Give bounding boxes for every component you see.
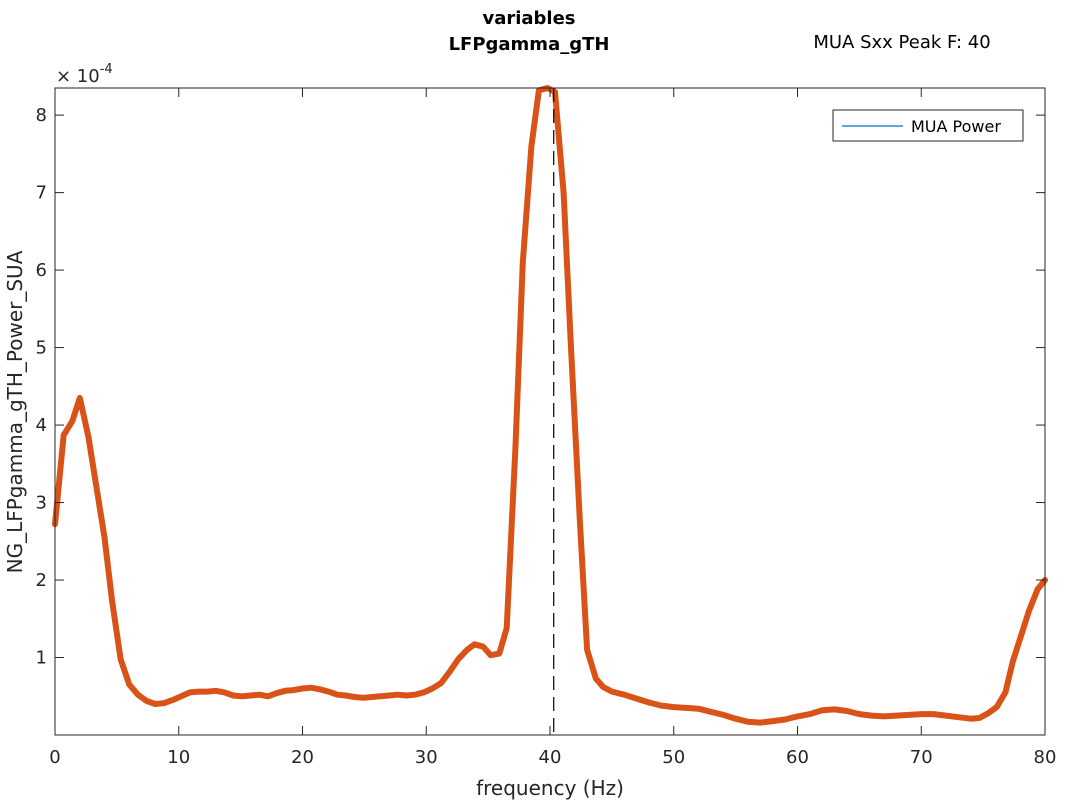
legend: MUA Power xyxy=(832,109,1024,142)
legend-entry-label: MUA Power xyxy=(911,117,1001,136)
x-tick-label-0: 0 xyxy=(49,747,60,768)
x-tick-label-3: 30 xyxy=(415,747,438,768)
y-tick-label-7: 8 xyxy=(36,105,47,126)
legend-box xyxy=(832,109,1024,142)
series-line-0 xyxy=(52,85,1048,726)
x-tick-label-6: 60 xyxy=(786,747,809,768)
y-tick-label-0: 1 xyxy=(36,648,47,669)
y-tick-label-4: 5 xyxy=(36,338,47,359)
x-tick-label-8: 80 xyxy=(1034,747,1057,768)
axes-box xyxy=(54,87,1046,736)
x-tick-label-1: 10 xyxy=(167,747,190,768)
x-tick-label-4: 40 xyxy=(539,747,562,768)
chart-title-line2: LFPgamma_gTH xyxy=(449,34,610,55)
y-tick-label-3: 4 xyxy=(36,415,47,436)
y-tick-label-5: 6 xyxy=(36,260,47,281)
chart-title-line1: variables xyxy=(482,8,575,29)
y-tick-label-1: 2 xyxy=(36,570,47,591)
x-axis-label: frequency (Hz) xyxy=(476,776,624,800)
x-tick-label-7: 70 xyxy=(910,747,933,768)
y-tick-label-2: 3 xyxy=(36,493,47,514)
y-exponent-power: -4 xyxy=(100,62,113,77)
peak-annotation: MUA Sxx Peak F: 40 xyxy=(813,32,990,53)
y-exponent-label: × 10-4 xyxy=(56,62,113,87)
plot-area: 0 10 20 30 40 50 60 70 80 1 2 3 4 5 6 7 8 xyxy=(36,85,1057,768)
x-tick-label-5: 50 xyxy=(662,747,685,768)
x-tick-label-2: 20 xyxy=(291,747,314,768)
y-exponent-base: × 10 xyxy=(56,66,100,87)
y-axis-label: NG_LFPgamma_gTH_Power_SUA xyxy=(3,250,27,573)
y-tick-label-6: 7 xyxy=(36,183,47,204)
